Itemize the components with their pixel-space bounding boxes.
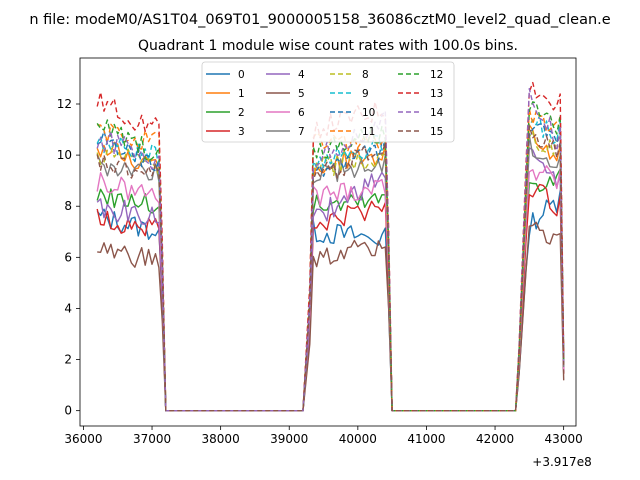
series-line-15: [96, 125, 565, 412]
y-tick-label: 10: [57, 148, 72, 162]
y-tick-label: 6: [64, 250, 72, 264]
legend-label-4: 4: [298, 69, 305, 81]
y-tick-label: 12: [57, 97, 72, 111]
y-tick-label: 2: [64, 353, 72, 367]
y-tick-label: 4: [64, 301, 72, 315]
series-line-12: [96, 101, 565, 412]
x-tick-label: 40000: [339, 432, 377, 446]
legend-label-13: 13: [430, 88, 443, 100]
x-tick-label: 43000: [545, 432, 583, 446]
legend-label-10: 10: [362, 107, 375, 119]
legend-label-7: 7: [298, 126, 305, 138]
legend-label-9: 9: [362, 88, 369, 100]
legend-label-12: 12: [430, 69, 443, 81]
series-line-6: [96, 165, 565, 412]
x-tick-label: 36000: [64, 432, 102, 446]
legend-box: [201, 61, 455, 143]
figure-suptitle: n file: modeM0/AS1T04_069T01_9000005158_…: [29, 12, 610, 28]
x-axis-offset-label: +3.917e8: [532, 455, 591, 469]
x-tick-label: 37000: [133, 432, 171, 446]
legend-label-6: 6: [298, 107, 305, 119]
y-axis-ticks: 0 2 4 6 8 10 12: [57, 97, 80, 418]
legend-label-8: 8: [362, 69, 369, 81]
legend-label-11: 11: [362, 126, 375, 138]
axes-frame: [79, 57, 577, 427]
chart-title: Quadrant 1 module wise count rates with …: [138, 38, 518, 54]
legend-label-14: 14: [430, 107, 444, 119]
series-line-3: [96, 183, 565, 412]
x-tick-label: 41000: [407, 432, 445, 446]
legend-label-0: 0: [238, 69, 245, 81]
legend-label-15: 15: [430, 126, 443, 138]
plot-lines: [96, 81, 565, 412]
series-line-14: [96, 87, 565, 412]
x-tick-label: 38000: [202, 432, 240, 446]
x-tick-label: 42000: [476, 432, 514, 446]
series-line-11: [97, 108, 565, 412]
y-tick-label: 0: [64, 404, 72, 418]
legend-label-3: 3: [238, 126, 245, 138]
y-tick-label: 8: [64, 199, 72, 213]
series-line-5: [97, 221, 565, 412]
legend-label-1: 1: [238, 88, 245, 100]
legend-label-2: 2: [238, 107, 245, 119]
x-tick-label: 39000: [270, 432, 308, 446]
x-axis-ticks: 36000 37000 38000 39000 40000 41000 42000 43000: [64, 426, 583, 446]
legend-label-5: 5: [298, 88, 305, 100]
